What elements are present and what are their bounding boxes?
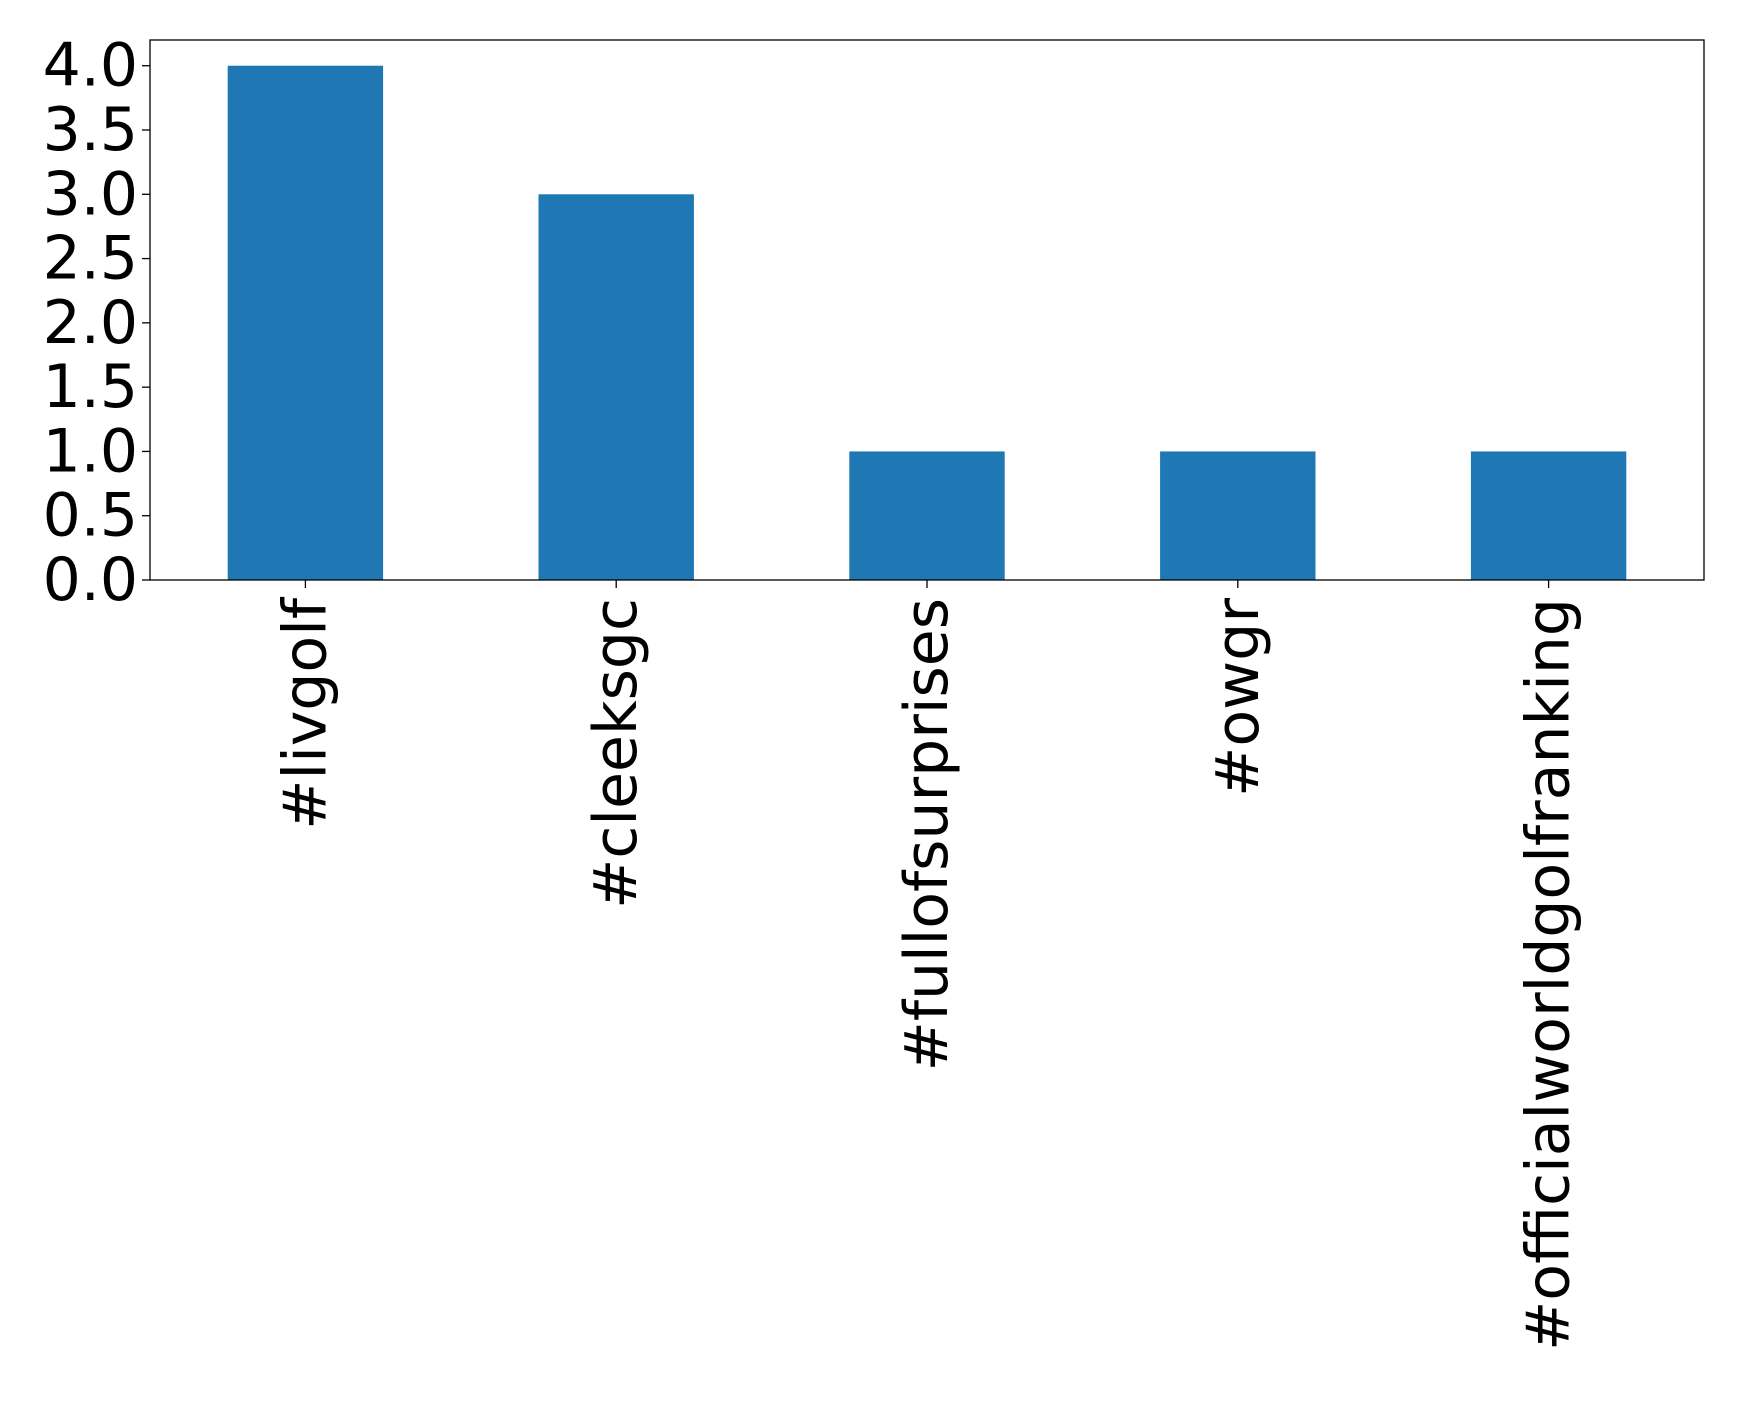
- bar-cleeksgc: [538, 194, 694, 581]
- y-tick-label: 0.5: [43, 481, 138, 551]
- y-tick-label: 2.0: [43, 288, 138, 358]
- y-axis: 0.00.51.01.52.02.53.03.54.0: [43, 31, 150, 615]
- bar-fullofsurprises: [849, 451, 1005, 580]
- bars-group: [227, 65, 1627, 581]
- plot-frame: [149, 39, 1705, 581]
- y-tick-label: 1.0: [43, 416, 138, 486]
- y-tick-label: 1.5: [43, 352, 138, 422]
- y-tick-label: 3.5: [43, 95, 138, 165]
- x-tick-label: #fullofsurprises: [892, 598, 962, 1071]
- y-tick-label: 2.5: [43, 224, 138, 294]
- x-axis: #livgolf #cleeksgc #fullofsurprises #owgr #o…: [270, 580, 1584, 1351]
- y-tick-label: 0.0: [43, 545, 138, 615]
- x-tick-label: #officialworldgolfranking: [1514, 598, 1584, 1351]
- y-tick-label: 4.0: [43, 31, 138, 101]
- bar-livgolf: [227, 65, 384, 580]
- bar-officialworldgolfranking: [1470, 451, 1627, 580]
- x-tick-label: #livgolf: [270, 596, 340, 830]
- x-tick-label: #cleeksgc: [581, 598, 651, 909]
- y-tick-label: 3.0: [43, 159, 138, 229]
- x-tick-label: #owgr: [1203, 598, 1273, 797]
- bar-owgr: [1160, 451, 1316, 580]
